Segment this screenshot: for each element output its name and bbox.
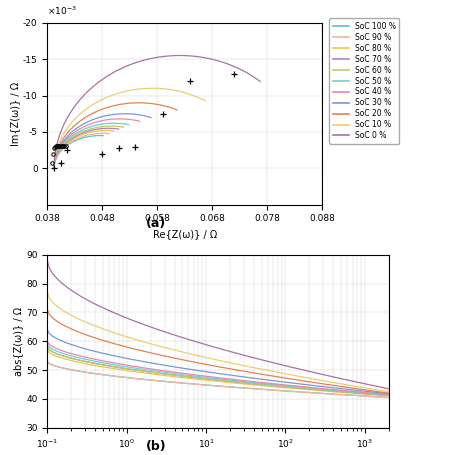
- Y-axis label: Im{Z(ω)} / Ω: Im{Z(ω)} / Ω: [10, 82, 20, 146]
- Text: $\times 10^{-3}$: $\times 10^{-3}$: [47, 5, 77, 17]
- Y-axis label: abs{Z(ω)} / Ω: abs{Z(ω)} / Ω: [13, 307, 23, 376]
- Text: (a): (a): [146, 217, 166, 231]
- X-axis label: Re{Z(ω)} / Ω: Re{Z(ω)} / Ω: [153, 229, 217, 239]
- Text: (b): (b): [146, 440, 167, 454]
- Legend: SoC 100 %, SoC 90 %, SoC 80 %, SoC 70 %, SoC 60 %, SoC 50 %, SoC 40 %, SoC 30 %,: SoC 100 %, SoC 90 %, SoC 80 %, SoC 70 %,…: [329, 18, 400, 144]
